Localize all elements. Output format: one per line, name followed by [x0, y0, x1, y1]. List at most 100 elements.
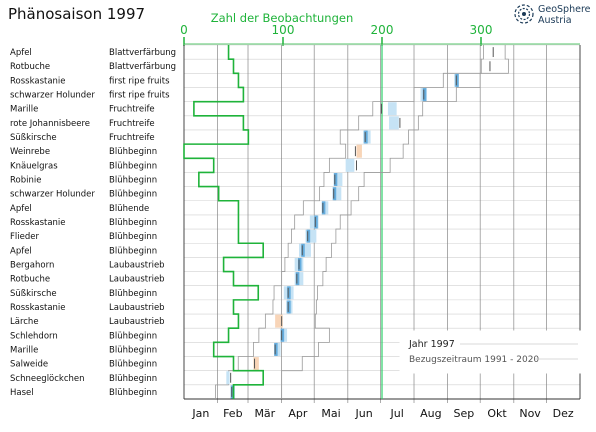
observations-axis-title: Zahl der Beobachtungen	[211, 11, 354, 25]
row-phase-label: Laubaustrieb	[109, 317, 165, 327]
row-phase-label: Fruchtreife	[109, 119, 155, 129]
year-bar-highlight	[314, 215, 318, 229]
row-plant-label: Rotbuche	[10, 275, 50, 285]
month-axis: Jan Feb Mär Apr Mai Jun Jul Aug Sep Okt Nov Dez	[191, 407, 574, 420]
row-phase-label: Blühbeginn	[109, 161, 157, 171]
year-bar-highlight	[230, 385, 235, 399]
year-bar-highlight	[332, 187, 337, 201]
year-bar-highlight	[298, 257, 302, 271]
row-phase-label: Blühende	[109, 204, 149, 214]
row-plant-label: Robinie	[10, 176, 41, 186]
row-plant-label: Schlehdorn	[10, 331, 58, 341]
row-plant-label: schwarzer Holunder	[10, 190, 95, 200]
observations-tick-label-0: 0	[180, 23, 188, 37]
reference-bar	[334, 173, 343, 187]
year-bar-highlight	[321, 201, 326, 215]
row-plant-label: Weinrebe	[10, 147, 50, 157]
geosphere-logo-icon	[514, 4, 534, 24]
row-plant-label: Rosskastanie	[10, 76, 66, 86]
reference-bar	[309, 215, 319, 229]
legend-year: Jahr 1997	[408, 339, 455, 350]
month-label: Nov	[519, 407, 541, 420]
row-phase-label: Blattverfärbung	[109, 62, 176, 72]
month-label: Jun	[355, 407, 373, 420]
reference-ranges	[215, 45, 509, 399]
row-plant-label: Rosskastanie	[10, 303, 66, 313]
observations-tick-label-100: 100	[272, 23, 295, 37]
reference-bar	[305, 229, 317, 243]
row-phase-label: Blühbeginn	[109, 246, 157, 256]
year-bar-highlight	[301, 243, 305, 257]
row-phase-label: Blühbeginn	[109, 360, 157, 370]
row-phase-label: Blühbeginn	[109, 232, 157, 242]
month-label: Jul	[390, 407, 404, 420]
chart-rows: Apfel Blattverfärbung Rotbuche Blattverfärb…	[10, 45, 509, 399]
row-phase-label: first ripe fruits	[109, 91, 170, 101]
year-bar-highlight	[333, 173, 338, 187]
observations-step-line	[183, 45, 264, 399]
month-label: Mär	[254, 407, 275, 420]
reference-bar	[299, 243, 311, 257]
year-bar-highlight	[287, 300, 291, 314]
logo-line-2: Austria	[538, 15, 572, 26]
year-bar-highlight	[274, 342, 278, 356]
row-plant-label: Lärche	[10, 317, 39, 327]
year-bar-highlight	[422, 88, 427, 102]
observations-tick-label-200: 200	[371, 23, 394, 37]
year-bar-highlight	[364, 130, 368, 144]
month-label: Dez	[553, 407, 574, 420]
legend-box: Jahr 1997 Bezugszeitraum 1991 - 2020	[399, 330, 581, 374]
reference-bar	[389, 116, 399, 130]
reference-bar	[333, 187, 342, 201]
row-plant-label: Süßkirsche	[10, 133, 57, 143]
row-phase-label: Blühbeginn	[109, 147, 157, 157]
row-plant-label: Hasel	[10, 388, 34, 398]
row-phase-label: Blühbeginn	[109, 176, 157, 186]
row-plant-label: Schneeglöckchen	[10, 374, 85, 384]
range-start-outline	[215, 45, 484, 399]
month-label: Jan	[191, 407, 209, 420]
row-phase-label: Blühbeginn	[109, 218, 157, 228]
month-label: Apr	[288, 407, 308, 420]
row-phase-label: Blühbeginn	[109, 331, 157, 341]
observations-tick-label-300: 300	[470, 23, 493, 37]
row-plant-label: Flieder	[10, 232, 39, 242]
row-phase-label: Fruchtreife	[109, 133, 155, 143]
month-label: Aug	[420, 407, 441, 420]
row-phase-label: Blühbeginn	[109, 374, 157, 384]
row-phase-label: Laubaustrieb	[109, 275, 165, 285]
reference-bar	[275, 314, 283, 328]
year-bar-highlight	[280, 328, 285, 342]
row-plant-label: rote Johannisbeere	[10, 119, 90, 129]
row-plant-label: Salweide	[10, 360, 48, 370]
range-end-outline	[281, 45, 509, 399]
reference-bar	[275, 342, 281, 356]
year-markers	[230, 47, 494, 397]
row-plant-label: Apfel	[10, 48, 32, 58]
month-label: Sep	[454, 407, 475, 420]
row-plant-label: schwarzer Holunder	[10, 91, 95, 101]
year-bar-highlight	[306, 229, 311, 243]
row-plant-label: Rotbuche	[10, 62, 50, 72]
month-label: Okt	[487, 407, 507, 420]
row-plant-label: Apfel	[10, 246, 32, 256]
year-bar-highlight	[287, 286, 291, 300]
reference-bar	[253, 357, 259, 371]
row-phase-label: Blattverfärbung	[109, 48, 176, 58]
row-phase-label: first ripe fruits	[109, 76, 170, 86]
row-phase-label: Blühbeginn	[109, 289, 157, 299]
reference-bar	[387, 102, 397, 116]
chart-title: Phänosaison 1997	[8, 5, 145, 23]
observations-axis: 0 100 200 300	[180, 23, 580, 46]
geosphere-logo: GeoSphere Austria	[514, 4, 591, 26]
row-phase-label: Laubaustrieb	[109, 303, 165, 313]
reference-bar	[356, 144, 362, 158]
legend-period: Bezugszeitraum 1991 - 2020	[409, 355, 539, 365]
logo-line-1: GeoSphere	[538, 4, 591, 15]
row-plant-label: Rosskastanie	[10, 218, 66, 228]
year-bar-highlight	[295, 272, 300, 286]
row-plant-label: Apfel	[10, 204, 32, 214]
row-labels: Apfel Blattverfärbung Rotbuche Blattverfärb…	[10, 48, 176, 398]
row-phase-label: Laubaustrieb	[109, 260, 165, 270]
